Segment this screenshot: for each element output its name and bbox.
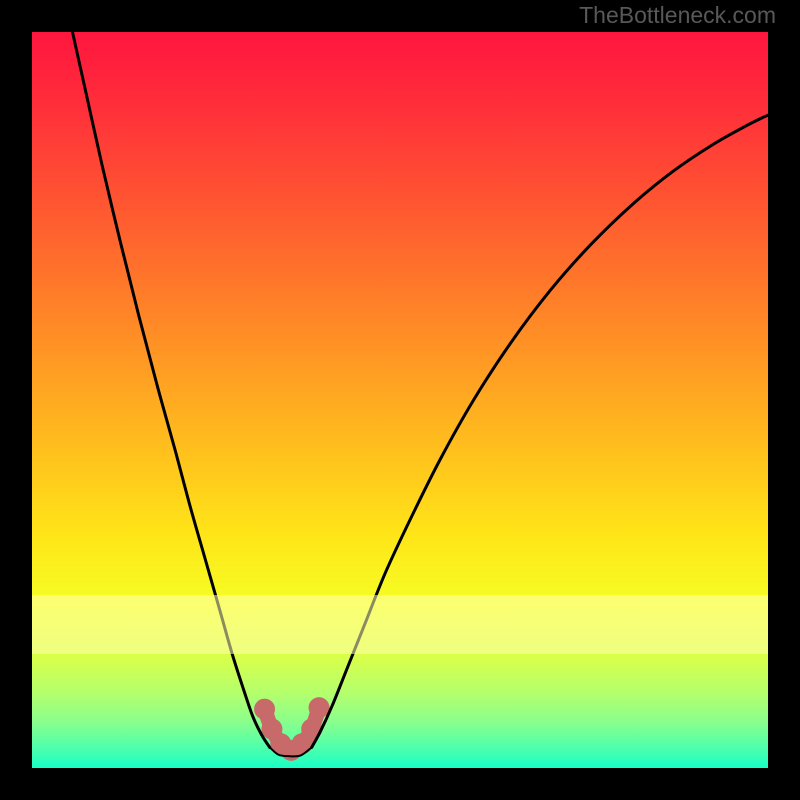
valley-marker [254,699,275,720]
watermark-text: TheBottleneck.com [579,2,776,29]
plot-area [32,32,768,768]
left-curve [72,32,269,747]
right-curve [312,115,768,747]
curve-svg [32,32,768,768]
valley-marker [309,697,330,718]
chart-frame: TheBottleneck.com [0,0,800,800]
